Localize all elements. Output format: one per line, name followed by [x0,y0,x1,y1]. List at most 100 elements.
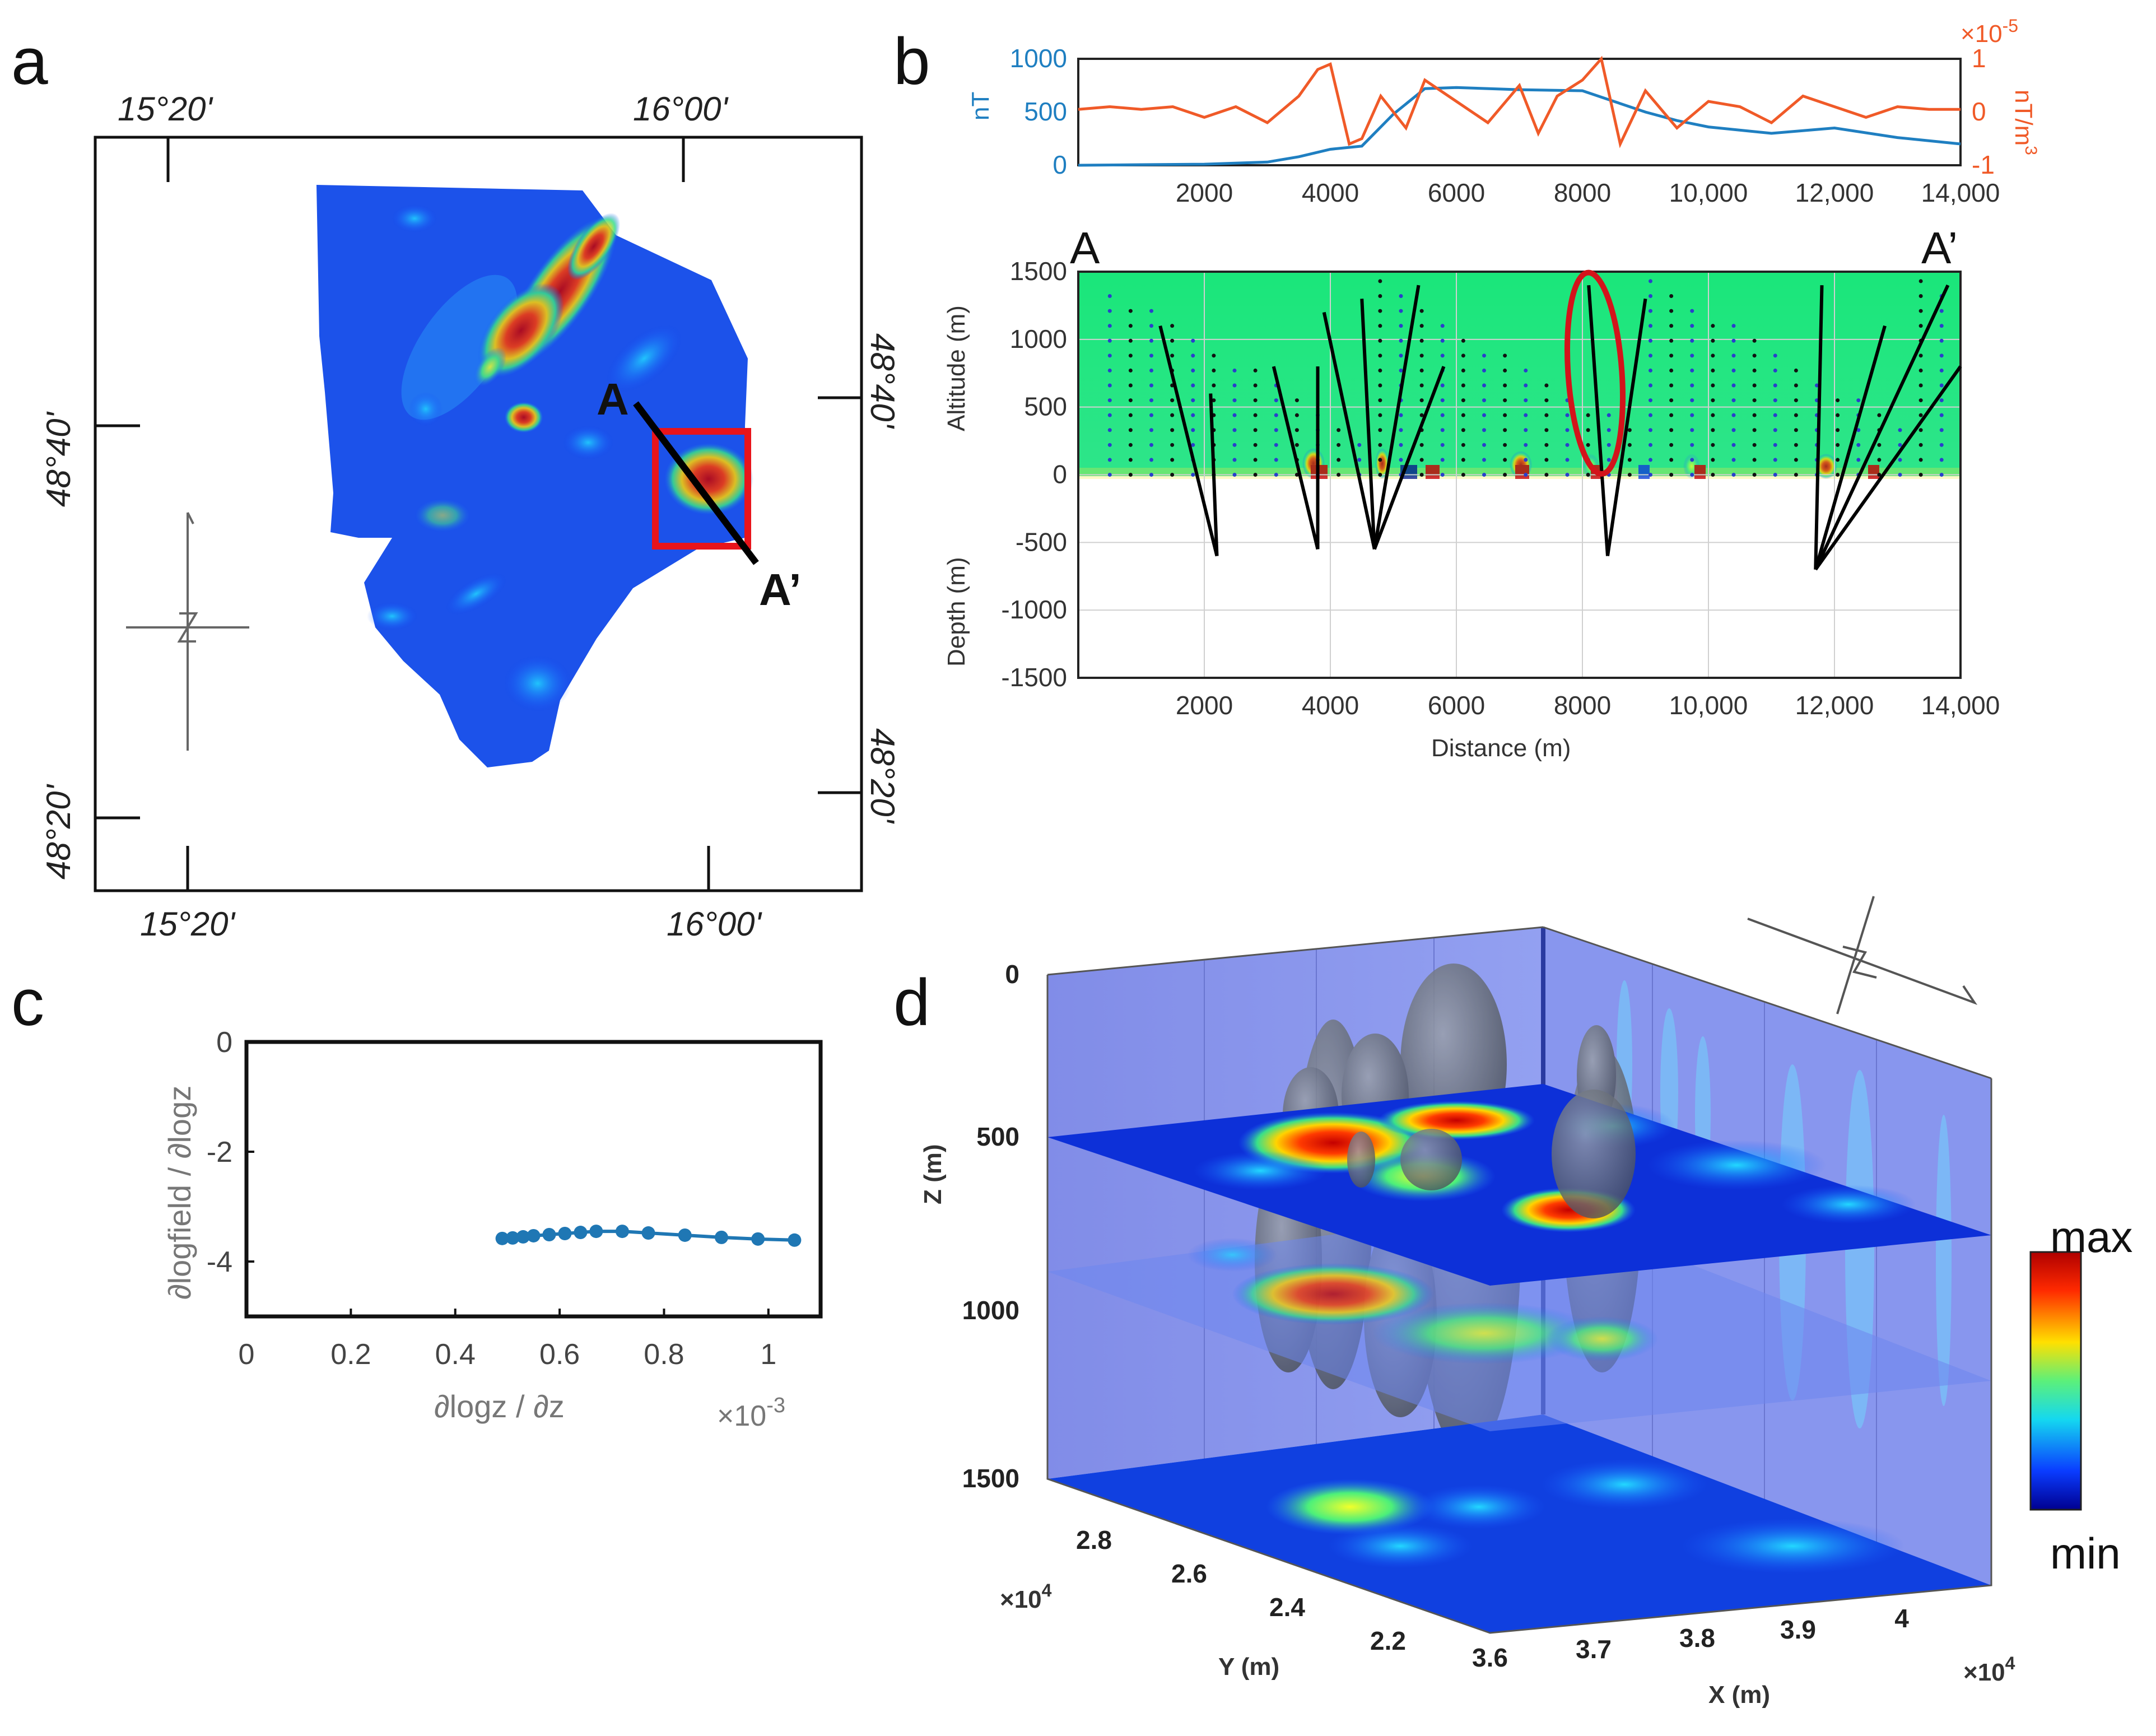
b-top-right-axis-label-sup: 3 [2022,146,2040,155]
b-top-x-tick: 4000 [1302,178,1359,207]
source-point [1253,413,1258,417]
source-point [1856,398,1861,403]
source-point [1149,383,1153,388]
source-point [1149,458,1153,462]
source-point [1107,443,1112,447]
source-point [1378,473,1382,477]
source-point [1170,398,1175,403]
source-point [1399,443,1403,447]
source-point [1544,458,1549,462]
source-point [1752,398,1757,403]
source-point [1253,398,1258,403]
source-point [1461,458,1465,462]
source-point [1856,443,1861,447]
source-point [1544,398,1549,403]
source-point [1440,324,1445,328]
source-point [1253,473,1258,477]
source-point [1649,428,1652,432]
source-point [1544,383,1549,388]
source-point [1669,309,1674,313]
source-point [1752,383,1757,388]
source-point [1690,324,1694,328]
source-point [1918,353,1923,358]
source-point [1378,458,1382,462]
source-point [1773,458,1777,462]
source-point [1649,473,1652,477]
source-point [1503,443,1507,447]
source-point [1357,443,1362,447]
d-x-mult-exp: 4 [2005,1653,2015,1673]
colorbar-max: max [2050,1212,2132,1262]
source-point [1170,413,1175,417]
source-point [1939,324,1944,328]
source-point [1690,368,1694,373]
source-point [1503,473,1507,477]
source-point [1482,353,1486,358]
panel-b-section-chart: 1500 1000 500 0 -500 -1000 -1500 2000 4000 6000 8… [943,223,2000,762]
source-point [1482,413,1486,417]
profile-line [633,401,759,565]
d-x-multiplier: ×104 [1963,1653,2015,1686]
source-point [1399,338,1403,343]
source-point [1170,428,1175,432]
source-point [1232,383,1237,388]
source-point [1107,294,1112,298]
source-point [1669,443,1674,447]
c-x-tick: 0.6 [539,1338,580,1371]
c-frame [244,1040,823,1319]
c-y-label: ∂logfield / ∂logz [162,1086,197,1300]
box-edges [1046,926,1992,1634]
b-top-right-axis-label-text: nT/m [2010,90,2037,146]
source-point [1274,458,1278,462]
source-point [1731,413,1736,417]
source-point [1711,398,1715,403]
c-x-multiplier: ×10-3 [717,1394,785,1432]
source-point [1586,473,1590,477]
section-x-tick: 14,000 [1921,691,2000,720]
section-y-tick: -1500 [1001,663,1067,692]
source-point [1918,428,1923,432]
ray-line [1360,299,1376,550]
source-point [1232,428,1237,432]
source-point [1128,309,1133,313]
source-point [1773,473,1777,477]
source-point [1294,398,1299,403]
b-top-left-tick: 1000 [1010,44,1067,73]
source-point [1482,473,1486,477]
panel-c-chart: 0 0.2 0.4 0.6 0.8 1 0 -2 -4 ∂logz / ∂z ∂logfiel… [162,1026,823,1432]
source-point [1731,398,1736,403]
source-point [1918,473,1923,477]
section-y-tick: -500 [1016,527,1067,556]
source-point [1898,473,1902,477]
source-point [1918,458,1923,462]
b-top-left-tick: 0 [1053,150,1067,179]
source-point [1898,458,1902,462]
source-point [1461,413,1465,417]
source-point [1939,338,1944,343]
section-x-tick: 12,000 [1795,691,1874,720]
source-point [1191,353,1195,358]
source-point [1378,279,1382,283]
section-y-tick: -1000 [1001,595,1067,624]
source-point [1524,383,1528,388]
source-point [1877,443,1882,447]
c-point [589,1225,603,1239]
source-point [1669,368,1674,373]
source-point [1939,458,1944,462]
source-point [1503,368,1507,373]
source-point [1711,413,1715,417]
source-point [1918,309,1923,313]
source-point [1419,338,1424,343]
source-point [1337,473,1341,477]
b-top-x-tick: 6000 [1428,178,1485,207]
source-point [1170,353,1175,358]
source-point [1627,428,1632,432]
c-mult-base: ×10 [717,1400,766,1432]
source-point [1794,458,1798,462]
panel-b-label: b [893,25,930,99]
source-point [1711,473,1715,477]
source-point [1461,353,1465,358]
source-point [1399,368,1403,373]
source-point [1524,368,1528,373]
source-point [1212,398,1216,403]
